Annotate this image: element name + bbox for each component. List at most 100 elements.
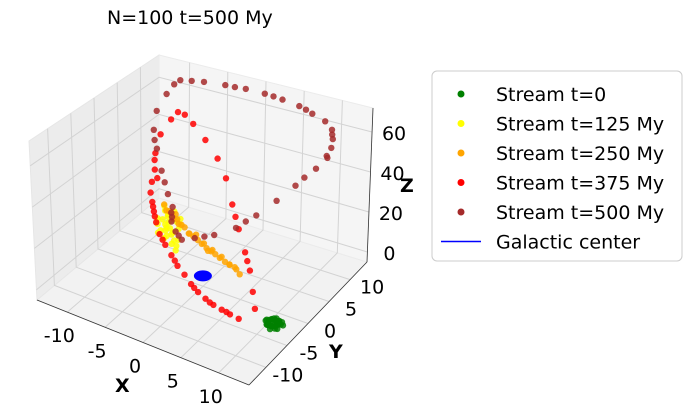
point-series-4	[242, 218, 249, 225]
legend-marker-4	[457, 208, 465, 216]
point-series-3	[153, 219, 160, 226]
legend-frame	[431, 70, 683, 262]
point-series-3	[232, 213, 239, 220]
y-grid-line	[93, 97, 309, 324]
point-series-3	[174, 262, 181, 269]
z-grid-line	[29, 76, 373, 167]
point-series-3	[151, 213, 158, 220]
point-series-3	[147, 189, 154, 196]
legend-marker-1	[457, 120, 465, 127]
point-series-2	[233, 266, 240, 273]
point-series-4	[153, 145, 161, 152]
x-axis-line	[36, 299, 250, 386]
z-tick-label: 60	[382, 123, 406, 145]
point-series-3	[168, 252, 175, 259]
point-series-3	[167, 116, 175, 123]
legend-marker-3	[457, 179, 465, 186]
point-series-4	[328, 126, 336, 133]
point-series-4	[201, 233, 208, 240]
point-series-4	[270, 93, 277, 100]
point-series-4	[171, 81, 178, 88]
point-series-2	[175, 220, 182, 228]
point-series-3	[246, 267, 254, 274]
point-series-2	[226, 261, 233, 268]
point-series-2	[185, 230, 192, 237]
point-series-4	[191, 234, 198, 242]
point-series-3	[190, 120, 197, 128]
z-grid-line	[32, 113, 371, 208]
point-series-3	[249, 288, 256, 296]
point-series-3	[156, 230, 163, 238]
point-series-4	[158, 167, 165, 174]
point-series-4	[253, 212, 260, 219]
point-series-4	[151, 136, 158, 144]
legend: Stream t=0 Stream t=125 My Stream t=250 My…	[431, 70, 683, 262]
point-series-3	[194, 288, 202, 296]
x-grid-line	[218, 100, 343, 374]
point-series-4	[301, 174, 308, 181]
point-series-1	[159, 216, 166, 223]
chart-title: N=100 t=500 My	[107, 7, 273, 29]
point-series-1	[163, 224, 170, 231]
z-tick-label: 20	[379, 203, 403, 225]
z-axis-line	[366, 107, 374, 263]
x-grid-line	[66, 62, 191, 313]
point-series-4	[292, 182, 299, 189]
x-grid-line	[104, 71, 229, 328]
point-series-4	[211, 231, 218, 239]
point-series-1	[172, 247, 179, 254]
point-series-4	[302, 106, 310, 113]
point-series-4	[322, 118, 329, 125]
y-axis-label: Y	[328, 341, 343, 363]
x-tick-label: -10	[44, 325, 75, 347]
legend-items: Stream t=0 Stream t=125 My Stream t=250 My…	[441, 84, 664, 254]
point-series-3	[229, 201, 236, 208]
point-series-2	[218, 253, 225, 260]
y-tick-label: -10	[272, 364, 303, 386]
point-series-2	[204, 247, 212, 254]
x-tick-label: 10	[199, 386, 223, 408]
point-series-1	[168, 240, 175, 247]
point-series-2	[161, 201, 168, 208]
z-grid-line	[36, 188, 368, 291]
point-series-4	[153, 107, 160, 115]
point-series-2	[200, 240, 208, 247]
point-series-4	[200, 78, 208, 86]
point-series-4	[150, 126, 157, 133]
point-series-4	[164, 190, 172, 198]
point-series-4	[273, 197, 280, 204]
point-series-4	[222, 81, 229, 89]
data-points	[147, 77, 336, 333]
point-series-4	[163, 90, 170, 98]
legend-label-3: Stream t=375 My	[496, 173, 664, 195]
point-series-3	[151, 156, 158, 164]
legend-label-0: Stream t=0	[496, 84, 606, 106]
y-tick-label: 10	[360, 277, 384, 299]
x-grid-line	[180, 90, 305, 359]
legend-label-1: Stream t=125 My	[496, 114, 664, 136]
point-series-3	[174, 108, 182, 116]
point-series-4	[312, 165, 320, 172]
grid-lines	[29, 62, 373, 374]
x-tick-label: 5	[167, 371, 179, 393]
y-tick-label: 5	[345, 299, 357, 321]
y-tick-label: 0	[324, 321, 336, 343]
legend-label-5: Galactic center	[496, 232, 640, 254]
point-series-3	[241, 249, 249, 256]
x-grid-line	[142, 81, 267, 343]
point-series-3	[244, 257, 251, 265]
legend-marker-0	[457, 90, 465, 98]
y-axis-line	[248, 261, 368, 386]
point-series-3	[181, 111, 188, 118]
y-grid-line	[47, 128, 267, 368]
y-grid-line	[70, 113, 288, 346]
point-series-4	[261, 90, 268, 97]
point-series-3	[149, 203, 157, 210]
point-series-3	[214, 155, 221, 162]
x-tick-label: 0	[129, 356, 141, 378]
point-series-3	[206, 299, 213, 306]
galactic-center-ellipse	[193, 270, 212, 282]
point-series-0	[271, 317, 279, 324]
point-series-4	[177, 77, 184, 84]
